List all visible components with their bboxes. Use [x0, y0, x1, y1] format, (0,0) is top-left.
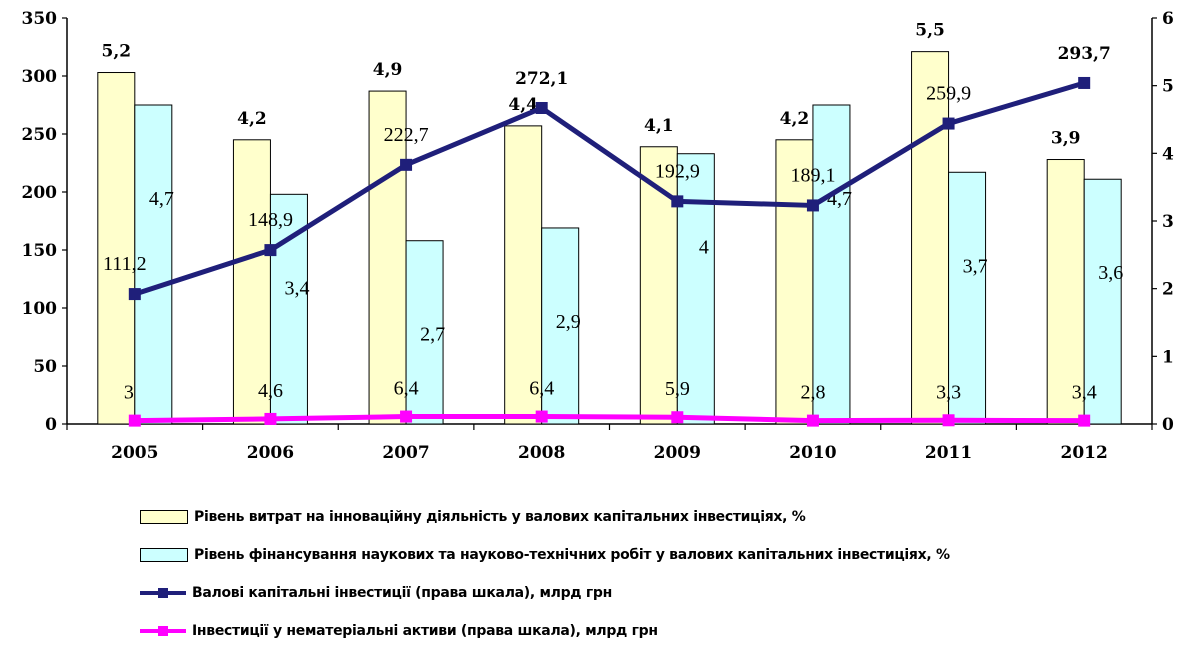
legend-label-intangible: Інвестиції у нематеріальні активи (права…	[192, 623, 658, 639]
left-tick-label: 50	[33, 357, 57, 377]
line-intangible-marker	[942, 414, 955, 427]
bar-innovation-label: 4,9	[373, 60, 403, 80]
x-tick-label: 2007	[382, 443, 429, 463]
bar-research-label: 4	[699, 237, 709, 259]
left-tick-label: 300	[22, 67, 58, 87]
bar-research	[812, 104, 851, 425]
line-gross-investment-label: 272,1	[515, 69, 568, 89]
line-gross-investment-marker	[400, 158, 413, 171]
legend-swatch-research	[140, 548, 188, 562]
x-tick-label: 2009	[654, 443, 701, 463]
line-intangible-label: 6,4	[529, 378, 554, 400]
line-intangible-label: 4,6	[258, 380, 283, 402]
line-intangible-marker	[400, 410, 413, 423]
line-gross-investment-marker	[264, 244, 277, 257]
bar-innovation	[639, 146, 678, 425]
x-tick-label: 2006	[247, 443, 294, 463]
left-tick-label: 350	[22, 9, 58, 29]
legend-swatch-innovation	[140, 510, 188, 524]
legend-item-innovation: Рівень витрат на інноваційну діяльність …	[140, 500, 950, 534]
line-gross-investment	[134, 80, 1085, 297]
line-gross-investment-marker	[128, 288, 141, 301]
x-tick-label: 2011	[925, 443, 972, 463]
right-tick-label: 2	[1162, 280, 1174, 300]
legend: Рівень витрат на інноваційну діяльність …	[140, 500, 950, 652]
line-intangible	[134, 414, 1085, 424]
bar-innovation-label: 4,1	[644, 116, 674, 136]
bar-research	[134, 104, 173, 425]
bar-innovation-label: 5,2	[102, 42, 132, 62]
bar-research	[405, 240, 444, 425]
legend-item-gross-investment: Валові капітальні інвестиції (права шкал…	[140, 576, 950, 610]
x-tick-label: 2010	[789, 443, 836, 463]
line-gross-investment-label: 293,7	[1058, 44, 1111, 64]
right-tick-label: 3	[1162, 212, 1174, 232]
line-intangible-label: 2,8	[800, 382, 825, 404]
line-intangible-marker	[264, 412, 277, 425]
bar-research-label: 3,4	[284, 277, 309, 299]
right-tick-label: 6	[1162, 9, 1174, 29]
legend-item-research: Рівень фінансування наукових та науково-…	[140, 538, 950, 572]
bar-innovation-label: 4,2	[237, 109, 267, 129]
legend-swatch-intangible	[140, 624, 186, 638]
line-gross-investment-marker	[942, 117, 955, 130]
bar-innovation-label: 5,5	[915, 21, 945, 41]
line-intangible-label: 5,9	[665, 378, 690, 400]
bar-research	[1083, 178, 1122, 425]
legend-item-intangible: Інвестиції у нематеріальні активи (права…	[140, 614, 950, 648]
line-gross-investment-label: 148,9	[248, 209, 293, 231]
line-intangible-marker	[671, 411, 684, 424]
line-gross-investment-label: 111,2	[103, 253, 147, 275]
bar-research-label: 3,6	[1098, 262, 1123, 284]
bar-innovation-label: 4,4	[508, 95, 538, 115]
line-intangible-marker	[1078, 414, 1091, 427]
line-gross-investment-marker	[535, 101, 548, 114]
left-tick-label: 150	[22, 241, 58, 261]
line-intangible-marker	[806, 414, 819, 427]
line-intangible-label: 3,4	[1072, 382, 1097, 404]
line-gross-investment-label: 222,7	[384, 124, 429, 146]
right-tick-label: 0	[1162, 415, 1174, 435]
bar-research-label: 2,7	[420, 324, 445, 346]
right-tick-label: 4	[1162, 144, 1174, 164]
bar-research-label: 3,7	[963, 255, 988, 277]
line-gross-investment-label: 259,9	[926, 83, 971, 105]
x-tick-label: 2008	[518, 443, 565, 463]
line-gross-investment-marker	[1078, 76, 1091, 89]
bar-research-label: 2,9	[556, 311, 581, 333]
line-gross-investment-label: 189,1	[790, 164, 835, 186]
left-tick-label: 0	[45, 415, 57, 435]
left-tick-label: 250	[22, 125, 58, 145]
left-tick-label: 200	[22, 183, 58, 203]
line-intangible-label: 3	[124, 382, 134, 404]
line-gross-investment-label: 192,9	[655, 160, 700, 182]
legend-label-gross-investment: Валові капітальні інвестиції (права шкал…	[192, 585, 612, 601]
line-intangible-marker	[128, 414, 141, 427]
bar-innovation	[775, 139, 814, 425]
chart: 0 50 100 150 200 250 300 350 0 1 2 3 4 5 6 2005 2006 2007…	[22, 9, 1175, 463]
line-gross-investment-marker	[806, 199, 819, 212]
bar-innovation-label: 3,9	[1051, 129, 1081, 149]
left-tick-label: 100	[22, 299, 58, 319]
legend-label-research: Рівень фінансування наукових та науково-…	[194, 547, 950, 563]
bar-innovation	[97, 72, 136, 425]
bar-innovation	[911, 51, 950, 425]
line-intangible-marker	[535, 410, 548, 423]
legend-swatch-gross-investment	[140, 586, 186, 600]
bar-research-label: 4,7	[149, 188, 174, 210]
bar-research	[676, 153, 715, 425]
legend-label-innovation: Рівень витрат на інноваційну діяльність …	[194, 509, 806, 525]
x-tick-label: 2005	[111, 443, 158, 463]
line-intangible-label: 3,3	[936, 381, 961, 403]
bar-research	[948, 171, 987, 425]
line-gross-investment-marker	[671, 195, 684, 208]
bar-innovation	[504, 125, 543, 425]
x-tick-label: 2012	[1061, 443, 1108, 463]
bar-innovation	[1046, 159, 1085, 425]
bar-innovation-label: 4,2	[780, 109, 810, 129]
right-tick-label: 5	[1162, 77, 1174, 97]
line-intangible-label: 6,4	[394, 378, 419, 400]
right-tick-label: 1	[1162, 347, 1174, 367]
bar-research	[541, 227, 580, 425]
